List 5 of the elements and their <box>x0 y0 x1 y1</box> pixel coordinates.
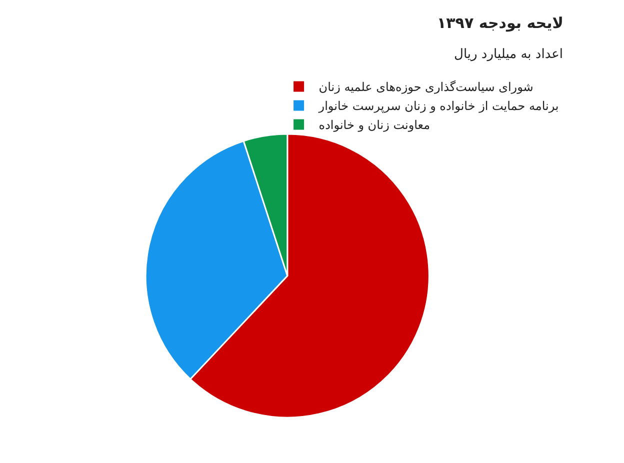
chart-subtitle: اعداد به میلیارد ریال <box>454 47 564 62</box>
legend-label: معاونت زنان و خانواده <box>318 118 430 132</box>
chart-title: لایحه بودجه ۱۳۹۷ <box>437 14 564 32</box>
legend-label: برنامه حمایت از خانواده و زنان سرپرست خانوار <box>318 99 559 114</box>
legend-label: شورای سیاست‌گذاری حوزه‌های علمیه زنان <box>318 80 534 94</box>
